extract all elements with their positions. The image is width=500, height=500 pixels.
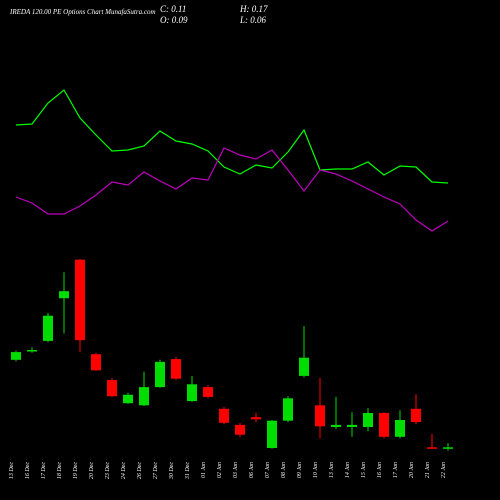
x-tick-label: 14 Jan [344,462,351,478]
candle-body [11,352,21,360]
candle-body [91,354,101,371]
x-tick-label: 16 Jan [377,462,383,478]
x-tick-label: 15 Jan [361,462,367,478]
indicator-line [15,89,449,184]
x-tick-label: 21 Jan [425,462,431,478]
chart-title: IREDA 120.00 PE Options Chart MunafaSutr… [9,8,156,16]
candle-body [75,259,85,341]
candle-body [331,424,341,427]
open-label: O: 0.09 [160,15,188,25]
x-tick-label: 19 Dec [73,462,79,479]
candle-body [155,361,165,388]
candle-body [299,357,309,376]
candle-body [427,447,437,449]
x-tick-label: 30 Dec [169,462,175,480]
x-tick-label: 27 Dec [153,462,159,479]
x-tick-label: 18 Dec [57,462,63,479]
x-tick-label: 03 Jan [233,462,239,478]
candle-body [379,413,389,437]
x-tick-label: 01 Jan [201,462,207,478]
candle-body [139,387,149,406]
candle-body [251,417,261,420]
x-tick-label: 22 Jan [441,462,447,478]
candle-body [283,398,293,421]
candle-body [347,424,357,427]
x-tick-label: 16 Dec [25,462,31,479]
candle-body [123,394,133,404]
x-tick-label: 02 Jan [217,462,223,478]
candle-body [219,408,229,423]
candle-body [411,408,421,423]
x-tick-label: 17 Dec [41,462,47,479]
high-label: H: 0.17 [239,4,268,14]
x-tick-label: 07 Jan [265,462,271,478]
x-tick-label: 13 Jan [329,462,335,478]
x-tick-label: 20 Dec [89,462,95,479]
x-tick-label: 31 Dec [185,462,191,480]
candle-body [27,350,37,352]
candle-body [395,420,405,437]
candle-body [235,424,245,435]
candle-body [203,387,213,397]
x-tick-label: 20 Jan [409,462,415,478]
x-tick-label: 08 Jan [281,462,287,478]
candle-body [443,447,453,449]
candle-body [363,413,373,427]
x-tick-label: 06 Jan [249,462,255,478]
candle-body [171,359,181,379]
x-tick-label: 10 Jan [313,462,319,478]
x-tick-label: 26 Dec [137,462,143,479]
candle-body [315,405,325,427]
candle-body [43,315,53,341]
x-tick-label: 13 Dec [9,462,15,479]
x-tick-label: 23 Dec [105,462,111,479]
low-label: L: 0.06 [239,15,267,25]
candle-body [107,380,117,397]
candle-body [59,291,69,299]
indicator-line [15,147,449,232]
close-label: C: 0.11 [160,4,186,14]
candle-body [187,384,197,402]
candle-body [267,420,277,448]
x-tick-label: 24 Dec [120,462,127,479]
x-tick-label: 09 Jan [297,462,303,478]
x-tick-label: 17 Jan [393,462,399,478]
